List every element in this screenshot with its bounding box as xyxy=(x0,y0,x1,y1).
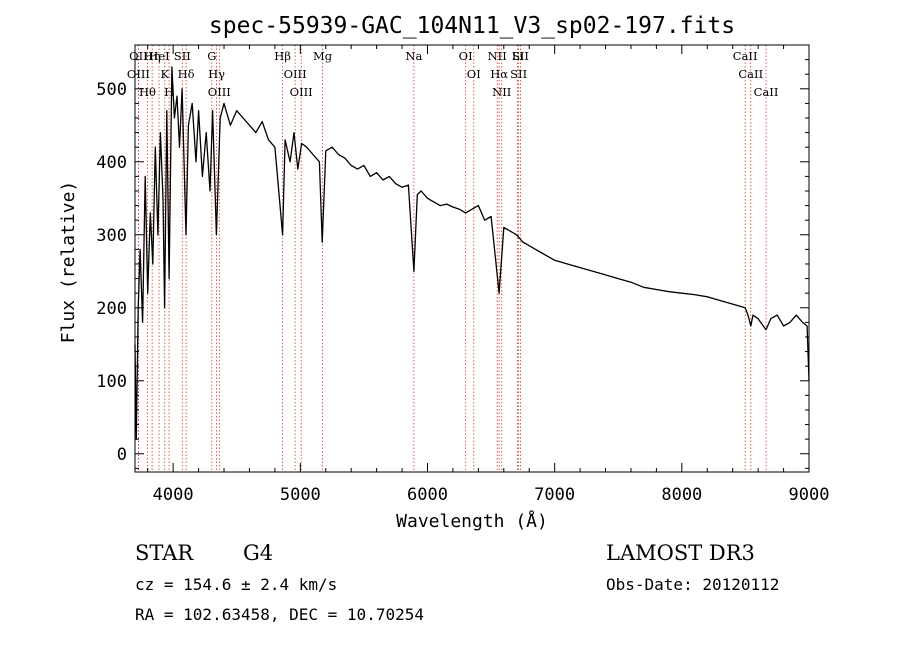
line-label: OI xyxy=(459,49,473,63)
observation-date: Obs-Date: 20120112 xyxy=(606,575,779,594)
survey-name: LAMOST DR3 xyxy=(606,541,755,565)
line-label: H xyxy=(164,85,174,99)
line-label: CaII xyxy=(754,85,779,99)
line-label: NII xyxy=(488,49,507,63)
redshift-info: cz = 154.6 ± 2.4 km/s xyxy=(135,575,337,594)
line-label: SII xyxy=(174,49,191,63)
x-tick-label: 6000 xyxy=(407,485,448,505)
line-label: OIII xyxy=(208,85,231,99)
y-axis-label: Flux (relative) xyxy=(58,181,79,344)
line-label: OIII xyxy=(284,67,307,81)
y-tick-label: 200 xyxy=(96,299,127,319)
line-label: Hβ xyxy=(274,49,291,63)
y-tick-label: 100 xyxy=(96,372,127,392)
object-subclass: G4 xyxy=(243,541,273,565)
line-label: Hη xyxy=(144,49,161,63)
line-label: Hγ xyxy=(208,67,225,81)
line-label: CaII xyxy=(733,49,758,63)
line-label: Hθ xyxy=(139,85,156,99)
line-label: G xyxy=(207,49,216,63)
line-label: OII xyxy=(129,49,148,63)
line-label: Na xyxy=(405,49,422,63)
x-tick-label: 5000 xyxy=(280,485,321,505)
line-label: HeI xyxy=(148,49,169,63)
line-label: SII xyxy=(510,67,527,81)
line-label: Li xyxy=(512,49,524,63)
line-label: Hα xyxy=(490,67,508,81)
series-layer xyxy=(134,66,810,440)
line-label: CaII xyxy=(738,67,763,81)
object-class: STAR xyxy=(135,541,194,565)
line-label: K xyxy=(160,67,169,81)
coordinates-info: RA = 102.63458, DEC = 10.70254 xyxy=(135,605,424,624)
y-tick-label: 0 xyxy=(117,445,127,465)
line-label: Mg xyxy=(313,49,333,63)
line-label: Hδ xyxy=(178,67,195,81)
line-label: NII xyxy=(492,85,511,99)
x-axis: 4000 5000 6000 7000 8000 9000 xyxy=(147,45,830,505)
y-axis: 0 100 200 300 400 500 xyxy=(96,59,809,469)
x-tick-label: 9000 xyxy=(789,485,830,505)
line-label: OIII xyxy=(290,85,313,99)
spectrum-series-line xyxy=(134,66,810,440)
x-tick-label: 7000 xyxy=(534,485,575,505)
x-tick-label: 8000 xyxy=(661,485,702,505)
y-tick-label: 400 xyxy=(96,153,127,173)
line-label: SII xyxy=(512,49,529,63)
plot-frame xyxy=(134,44,810,473)
y-tick-label: 500 xyxy=(96,80,127,100)
y-tick-label: 300 xyxy=(96,226,127,246)
line-label: OI xyxy=(467,67,481,81)
x-axis-label: Wavelength (Å) xyxy=(396,510,548,532)
chart-title: spec-55939-GAC_104N11_V3_sp02-197.fits xyxy=(209,13,735,39)
x-tick-label: 4000 xyxy=(153,485,194,505)
line-labels-layer: OIIOIIIHθHηHeIKHSIIHδGHγOIIIHβOIIIOIIIMg… xyxy=(127,49,778,99)
